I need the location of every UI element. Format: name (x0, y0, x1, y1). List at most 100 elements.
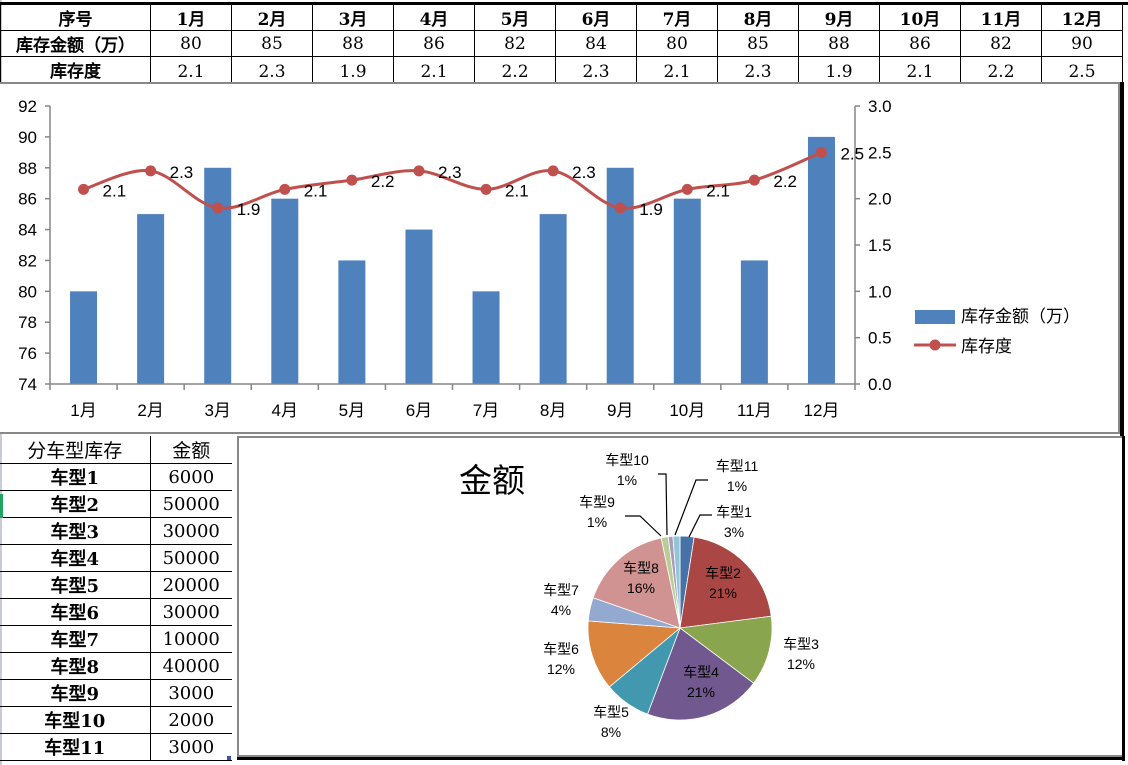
month-header-cell[interactable]: 10月 (879, 4, 961, 31)
x-axis-label: 2月 (137, 401, 163, 420)
bar-8月 (539, 214, 567, 384)
table-row: 车型4 50000 (0, 544, 232, 572)
right-axis-label: 0.0 (868, 375, 892, 394)
turnover-data-label: 1.9 (639, 200, 663, 219)
pie-label-name: 车型3 (783, 636, 819, 652)
pie-label-name: 车型11 (716, 458, 759, 474)
model-cell[interactable]: 车型4 (0, 544, 151, 572)
pie-slice-车型11 (672, 535, 681, 629)
month-header-cell[interactable]: 11月 (960, 4, 1042, 31)
amount-cell[interactable]: 82 (474, 30, 556, 57)
amount-cell[interactable]: 30000 (150, 517, 232, 545)
model-cell[interactable]: 车型7 (0, 625, 151, 653)
combo-chart[interactable]: 74 76 78 80 82 84 86 88 90 92 0.0 0.5 1.0 1.5 2.0 2.5 3.… (0, 82, 1120, 434)
amount-cell[interactable]: 40000 (150, 652, 232, 680)
amount-cell[interactable]: 3000 (150, 679, 232, 707)
amount-cell[interactable]: 88 (798, 30, 880, 57)
month-header-cell[interactable]: 12月 (1041, 4, 1123, 31)
model-cell[interactable]: 车型2 (0, 490, 151, 518)
left-axis-label: 92 (18, 97, 37, 116)
month-header-cell[interactable]: 4月 (393, 4, 475, 31)
model-header-cell[interactable]: 分车型库存 (0, 436, 151, 464)
amount-cell[interactable]: 80 (150, 30, 232, 57)
amount-cell[interactable]: 30000 (150, 598, 232, 626)
amount-cell[interactable]: 82 (960, 30, 1042, 57)
amount-cell[interactable]: 10000 (150, 625, 232, 653)
turnover-marker (748, 174, 760, 186)
amount-cell[interactable]: 6000 (150, 463, 232, 491)
model-cell[interactable]: 车型8 (0, 652, 151, 680)
amount-cell[interactable]: 84 (555, 30, 637, 57)
x-axis-label: 6月 (406, 401, 432, 420)
pie-leader-line (674, 479, 708, 536)
amount-cell[interactable]: 85 (717, 30, 799, 57)
bar-12月 (807, 136, 835, 384)
month-header-cell[interactable]: 7月 (636, 4, 718, 31)
right-axis-label: 2.0 (868, 190, 892, 209)
month-header-cell[interactable]: 2月 (231, 4, 313, 31)
turnover-marker (547, 165, 559, 177)
turnover-data-label: 2.3 (438, 163, 462, 182)
pie-label-percent: 12% (547, 661, 575, 677)
pie-label-percent: 1% (617, 472, 637, 488)
month-header-cell[interactable]: 9月 (798, 4, 880, 31)
amount-cell[interactable]: 85 (231, 30, 313, 57)
bar-7月 (472, 291, 500, 384)
model-cell[interactable]: 车型1 (0, 463, 151, 491)
amount-cell[interactable]: 50000 (150, 490, 232, 518)
month-header-cell[interactable]: 3月 (312, 4, 394, 31)
turnover-marker (815, 146, 827, 158)
amount-cell[interactable]: 20000 (150, 571, 232, 599)
pie-label-name: 车型8 (623, 560, 659, 576)
model-cell[interactable]: 车型6 (0, 598, 151, 626)
bar-4月 (271, 198, 299, 384)
amount-cell[interactable]: 3000 (150, 733, 232, 761)
pie-slice-车型4 (647, 627, 755, 721)
turnover-data-label: 2.5 (840, 144, 864, 163)
fill-handle[interactable] (227, 756, 231, 760)
pie-slice-车型3 (678, 615, 773, 684)
header-row: 序号 1月 2月 3月 4月 5月 6月 7月 8月 9月 10月 11月 12月 (0, 4, 1123, 31)
turnover-marker (614, 202, 626, 214)
model-cell[interactable]: 车型5 (0, 571, 151, 599)
amount-cell[interactable]: 50000 (150, 544, 232, 572)
monthly-summary-table: 序号 1月 2月 3月 4月 5月 6月 7月 8月 9月 10月 11月 12月 库存金额（万） 8… (0, 4, 1123, 88)
model-cell[interactable]: 车型3 (0, 517, 151, 545)
turnover-data-label: 2.1 (505, 181, 529, 200)
amount-cell[interactable]: 2000 (150, 706, 232, 734)
amount-cell[interactable]: 88 (312, 30, 394, 57)
pie-label-name: 车型1 (716, 504, 752, 520)
amount-cell[interactable]: 80 (636, 30, 718, 57)
x-axis-label: 5月 (339, 401, 365, 420)
month-header-cell[interactable]: 5月 (474, 4, 556, 31)
turnover-data-label: 2.1 (706, 181, 730, 200)
amount-row-label[interactable]: 库存金额（万） (0, 30, 151, 57)
pie-label-percent: 1% (587, 514, 607, 530)
table-row: 车型9 3000 (0, 679, 232, 707)
month-header-cell[interactable]: 8月 (717, 4, 799, 31)
bar-2月 (137, 214, 165, 384)
left-axis-label: 78 (18, 313, 37, 332)
turnover-data-label: 1.9 (237, 200, 261, 219)
pie-label-percent: 4% (551, 602, 571, 618)
amount-cell[interactable]: 90 (1041, 30, 1123, 57)
amount-cell[interactable]: 86 (393, 30, 475, 57)
pie-chart[interactable]: 金额 车型1 3% 车型2 21% 车型3 12% 车型4 21% 车型5 8% 车型6 12% 车型7… (237, 436, 1124, 757)
pie-label-percent: 3% (724, 524, 744, 540)
model-cell[interactable]: 车型10 (0, 706, 151, 734)
bar-5月 (338, 260, 366, 384)
left-axis-label: 88 (18, 159, 37, 178)
model-cell[interactable]: 车型11 (0, 733, 151, 761)
turnover-marker (480, 183, 492, 195)
table-row: 车型1 6000 (0, 463, 232, 491)
amount-cell[interactable]: 86 (879, 30, 961, 57)
month-header-cell[interactable]: 6月 (555, 4, 637, 31)
amount-header-cell[interactable]: 金额 (150, 436, 232, 464)
pie-leader-line (625, 515, 662, 537)
pie-label-percent: 8% (601, 724, 621, 740)
turnover-data-label: 2.3 (572, 163, 596, 182)
month-header-cell[interactable]: 1月 (150, 4, 232, 31)
header-label-cell[interactable]: 序号 (0, 4, 151, 31)
model-cell[interactable]: 车型9 (0, 679, 151, 707)
pie-label-name: 车型10 (605, 452, 649, 468)
